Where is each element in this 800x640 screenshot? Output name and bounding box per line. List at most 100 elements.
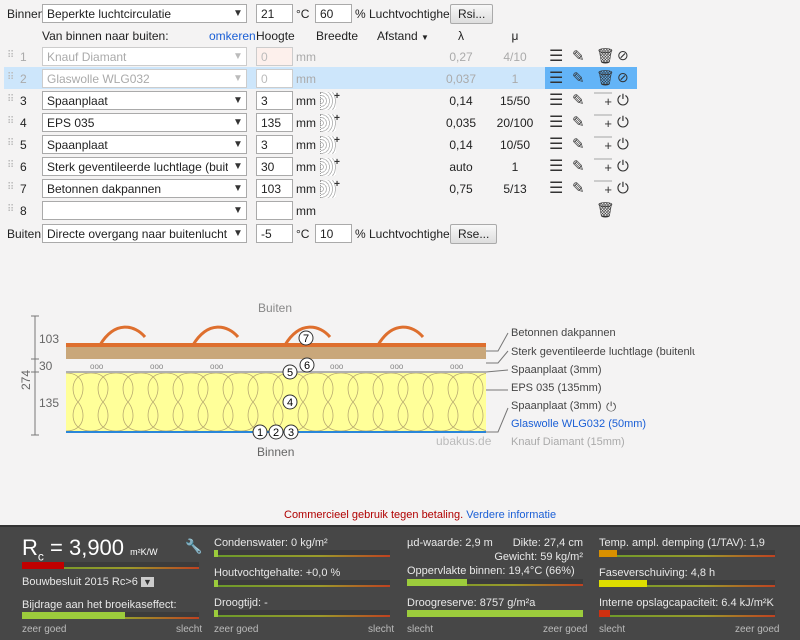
svg-text:2: 2 [273, 427, 279, 439]
power-icon[interactable]: ⏻ [606, 399, 617, 414]
legend-item[interactable]: Spaanplaat (3mm) [511, 400, 602, 412]
legend-item[interactable]: Sterk geventileerde luchtlage (buitenlu [511, 346, 695, 358]
width-pattern-icon[interactable]: + [320, 91, 340, 110]
disable-icon[interactable]: ⊘ [617, 69, 629, 85]
layer-mu: 1 [511, 160, 519, 174]
legend-item[interactable]: Spaanplaat (3mm) [511, 364, 602, 376]
layer-height-input[interactable] [256, 201, 293, 220]
rc-label: R [22, 535, 38, 560]
pencil-icon[interactable]: ✎ [572, 92, 585, 109]
pencil-icon[interactable]: ✎ [572, 136, 585, 153]
binnen-humidity-input[interactable]: 60 [315, 4, 352, 23]
rsi-button[interactable]: Rsi... [450, 4, 494, 24]
pencil-icon[interactable]: ✎ [572, 180, 585, 197]
power-icon[interactable]: ⏻ [617, 158, 629, 175]
menu-icon[interactable]: ☰ [549, 92, 564, 109]
width-pattern-icon[interactable]: + [320, 135, 340, 154]
layer-height-input[interactable]: 3 [256, 135, 293, 154]
surface-bar [407, 579, 583, 586]
power-icon[interactable]: ⏻ [617, 92, 629, 109]
legend-item-disabled[interactable]: Knauf Diamant (15mm) [511, 436, 625, 448]
bar-fill [214, 580, 218, 587]
layer-material-select[interactable]: ▼ [42, 201, 247, 220]
svg-text:ooo: ooo [330, 362, 344, 371]
drag-handle-icon[interactable]: ⠿ [7, 138, 15, 149]
layer-material-select[interactable]: Spaanplaat ▼ [42, 135, 247, 154]
buiten-temp-input[interactable]: -5 [256, 224, 293, 243]
layer-material-select[interactable]: EPS 035 ▼ [42, 113, 247, 132]
rse-button[interactable]: Rse... [450, 224, 498, 244]
add-layer-icon[interactable]: + [594, 92, 612, 109]
layer-mu: 15/50 [499, 94, 531, 108]
scale-bad: slecht [176, 624, 203, 635]
disable-icon[interactable]: ⊘ [617, 47, 629, 63]
bar-fill [407, 610, 583, 617]
storage-label: Interne opslagcapaciteit: 6.4 kJ/m²K [599, 597, 774, 609]
width-pattern-icon[interactable]: + [320, 113, 340, 132]
col-distance[interactable]: Afstand ▼ [377, 29, 429, 43]
chevron-down-icon: ▼ [231, 71, 245, 86]
chevron-down-icon: ▼ [231, 226, 245, 241]
power-icon[interactable]: ⏻ [617, 114, 629, 131]
bar-fill [407, 579, 467, 586]
legend-item[interactable]: EPS 035 (135mm) [511, 382, 602, 394]
layer-height-input[interactable]: 30 [256, 157, 293, 176]
layer-material-select[interactable]: Glaswolle WLG032 ▼ [42, 69, 247, 88]
drag-handle-icon[interactable]: ⠿ [7, 94, 15, 105]
menu-icon[interactable]: ☰ [549, 70, 564, 87]
add-layer-icon[interactable]: + [594, 114, 612, 131]
layer-mu: 10/50 [499, 138, 531, 152]
layer-height-input[interactable]: 0 [256, 47, 293, 66]
pencil-icon[interactable]: ✎ [572, 70, 585, 87]
layer-height-input[interactable]: 103 [256, 179, 293, 198]
buiten-humidity-input[interactable]: 10 [315, 224, 352, 243]
drag-handle-icon[interactable]: ⠿ [7, 50, 15, 61]
layer-height-input[interactable]: 3 [256, 91, 293, 110]
menu-icon[interactable]: ☰ [549, 136, 564, 153]
trash-icon[interactable]: 🗑 [596, 70, 616, 87]
more-info-link[interactable]: Verdere informatie [466, 509, 557, 521]
drag-handle-icon[interactable]: ⠿ [7, 72, 15, 83]
pencil-icon[interactable]: ✎ [572, 48, 585, 65]
layer-material-select[interactable]: Sterk geventileerde luchtlage (buitenl ▼ [42, 157, 247, 176]
menu-icon[interactable]: ☰ [549, 114, 564, 131]
add-layer-icon[interactable]: + [594, 158, 612, 175]
chevron-down-icon: ▼ [231, 137, 245, 152]
width-pattern-icon[interactable]: + [320, 179, 340, 198]
humidity-label: % Luchtvochtigheid [355, 227, 460, 241]
binnen-climate-select[interactable]: Beperkte luchtcirculatie ▼ [42, 4, 247, 23]
sd-label: µd-waarde: 2,9 m [407, 537, 493, 549]
wrench-icon[interactable]: 🔧 [185, 538, 203, 554]
rc-bar [22, 562, 199, 569]
pencil-icon[interactable]: ✎ [572, 114, 585, 131]
trash-icon[interactable]: 🗑 [596, 48, 616, 65]
standard-select[interactable]: Bouwbesluit 2015 Rc>6 ▼ [22, 576, 154, 588]
buiten-climate-select[interactable]: Directe overgang naar buitenlucht ▼ [42, 224, 247, 243]
air-circles: ooo ooo ooo ooo ooo ooo [90, 362, 464, 371]
drag-handle-icon[interactable]: ⠿ [7, 182, 15, 193]
scale-good: zeer goed [543, 624, 588, 635]
binnen-temp-input[interactable]: 21 [256, 4, 293, 23]
menu-icon[interactable]: ☰ [549, 48, 564, 65]
menu-icon[interactable]: ☰ [549, 158, 564, 175]
layer-material-select[interactable]: Spaanplaat ▼ [42, 91, 247, 110]
layer-material-select[interactable]: Knauf Diamant ▼ [42, 47, 247, 66]
add-layer-icon[interactable]: + [594, 180, 612, 197]
drag-handle-icon[interactable]: ⠿ [7, 160, 15, 171]
legend-item-selected[interactable]: Glaswolle WLG032 (50mm) [511, 418, 647, 430]
width-pattern-icon[interactable]: + [320, 157, 340, 176]
power-icon[interactable]: ⏻ [617, 136, 629, 153]
drag-handle-icon[interactable]: ⠿ [7, 204, 15, 215]
trash-icon[interactable]: 🗑 [596, 202, 616, 219]
legend-item[interactable]: Betonnen dakpannen [511, 327, 616, 339]
menu-icon[interactable]: ☰ [549, 180, 564, 197]
add-layer-icon[interactable]: + [594, 136, 612, 153]
pencil-icon[interactable]: ✎ [572, 158, 585, 175]
reverse-link[interactable]: omkeren [209, 29, 256, 43]
layer-height-input[interactable]: 135 [256, 113, 293, 132]
power-icon[interactable]: ⏻ [617, 180, 629, 197]
layer-lambda: 0,75 [449, 182, 473, 196]
layer-material-select[interactable]: Betonnen dakpannen ▼ [42, 179, 247, 198]
drag-handle-icon[interactable]: ⠿ [7, 116, 15, 127]
layer-height-input[interactable]: 0 [256, 69, 293, 88]
